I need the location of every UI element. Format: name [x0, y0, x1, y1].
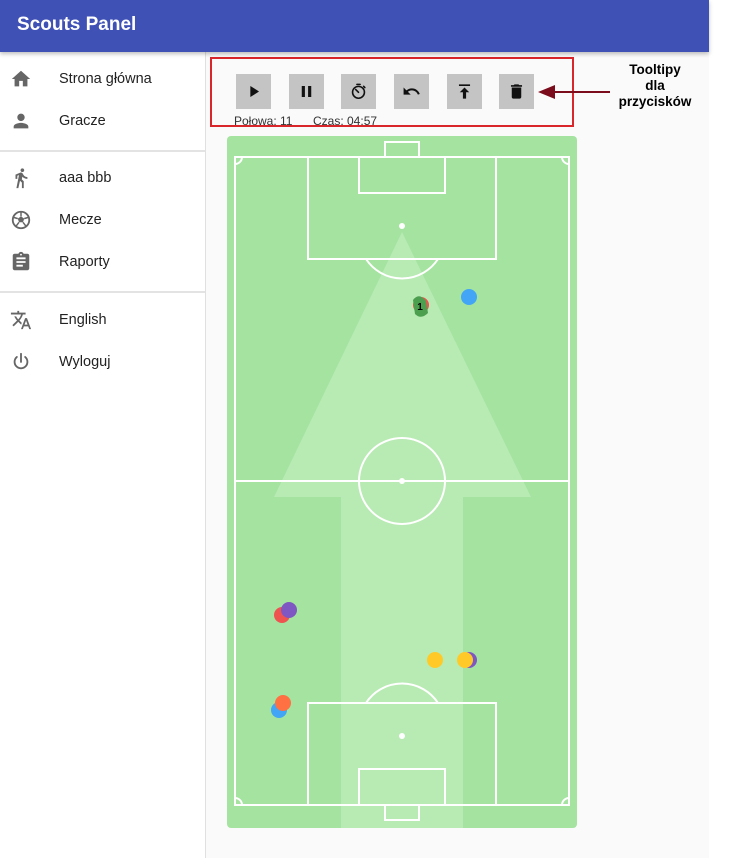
sidebar-item-label: Raporty — [59, 254, 110, 270]
pause-icon — [301, 85, 312, 98]
sidebar-item-label: Mecze — [59, 212, 102, 228]
pitch-lines — [234, 141, 570, 821]
sidebar-item-label: Strona główna — [59, 71, 152, 87]
sidebar-item-language[interactable]: English — [0, 300, 205, 342]
upload-icon — [458, 84, 471, 99]
annotation-line: dla — [645, 78, 665, 93]
sidebar: Strona główna Gracze aaa bbb Mecze Rapor… — [0, 52, 206, 858]
pause-button[interactable] — [289, 74, 324, 109]
player-marker[interactable] — [413, 296, 428, 317]
page-margin — [709, 0, 736, 858]
play-button[interactable] — [236, 74, 271, 109]
match-toolbar: Połowa: 11 Czas: 04:57 — [210, 57, 574, 128]
sidebar-divider — [0, 291, 205, 293]
sidebar-divider — [0, 150, 205, 152]
sidebar-item-matches[interactable]: Mecze — [0, 200, 205, 242]
app-title: Scouts Panel — [17, 14, 137, 35]
sidebar-item-user[interactable]: aaa bbb — [0, 158, 205, 200]
annotation-label: Tooltipy dla przycisków — [600, 62, 710, 110]
sidebar-item-label: Gracze — [59, 113, 106, 129]
undo-button[interactable] — [394, 74, 429, 109]
power-icon — [13, 352, 29, 370]
delete-icon — [510, 84, 523, 99]
app-bar: Scouts Panel — [0, 0, 709, 52]
annotation-line: Tooltipy — [629, 62, 681, 77]
football-pitch[interactable]: 1 — [227, 136, 577, 828]
sidebar-item-home[interactable]: Strona główna — [0, 59, 205, 101]
player-marker[interactable] — [461, 289, 477, 305]
undo-icon — [403, 87, 420, 95]
timer-button[interactable] — [341, 74, 376, 109]
translate-icon — [10, 310, 32, 330]
pitch-spots — [399, 223, 405, 739]
play-icon — [250, 85, 260, 98]
player-marker[interactable] — [427, 652, 443, 668]
home-icon — [11, 70, 31, 87]
sidebar-item-label: English — [59, 312, 107, 328]
half-indicator: Połowa: 11 — [234, 114, 293, 128]
player-marker[interactable] — [281, 602, 297, 618]
person-icon — [13, 113, 29, 129]
upload-button[interactable] — [447, 74, 482, 109]
sidebar-item-reports[interactable]: Raporty — [0, 242, 205, 284]
soccer-ball-icon — [11, 210, 31, 230]
running-person-icon — [15, 168, 28, 189]
player-number: 1 — [417, 302, 423, 313]
sidebar-item-label: Wyloguj — [59, 354, 111, 370]
sidebar-item-players[interactable]: Gracze — [0, 101, 205, 143]
player-marker[interactable] — [275, 695, 291, 711]
clipboard-icon — [12, 251, 30, 271]
time-indicator: Czas: 04:57 — [313, 114, 378, 128]
annotation-arrow — [538, 85, 610, 99]
player-marker[interactable] — [457, 652, 473, 668]
player-markers[interactable]: 1 — [271, 289, 477, 718]
delete-button[interactable] — [499, 74, 534, 109]
annotation-line: przycisków — [618, 94, 692, 109]
timer-icon — [351, 83, 366, 100]
sidebar-item-logout[interactable]: Wyloguj — [0, 342, 205, 384]
sidebar-item-label: aaa bbb — [59, 170, 112, 186]
